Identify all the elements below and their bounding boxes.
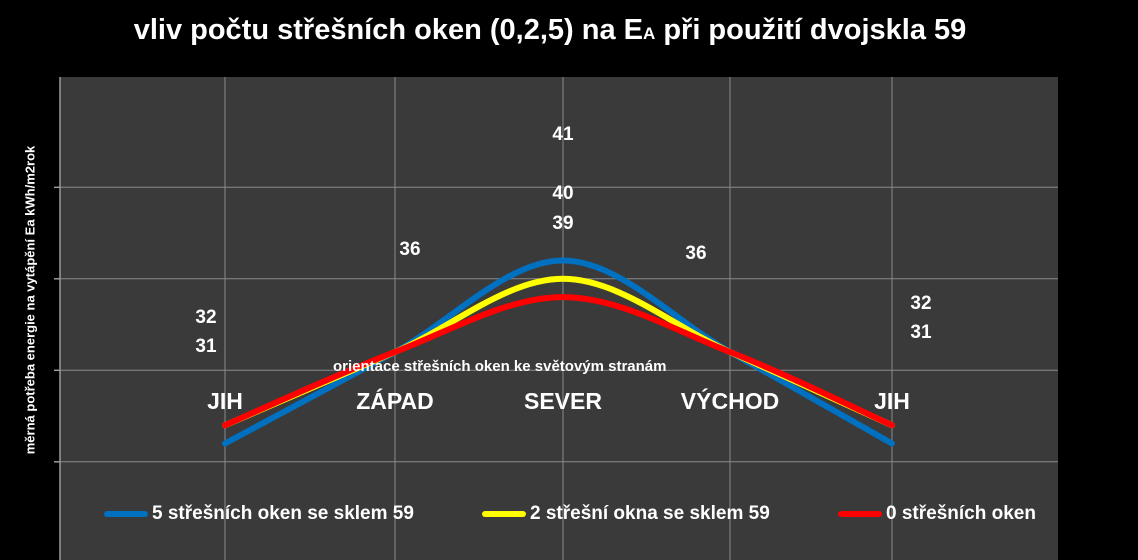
data-label: 40 — [552, 183, 573, 204]
data-label: 32 — [910, 293, 931, 314]
data-label: 36 — [399, 239, 420, 260]
legend-label-2-windows: 2 střešní okna se sklem 59 — [530, 503, 770, 524]
x-axis-label: orientace střešních oken ke světovým str… — [333, 358, 667, 375]
legend-swatch-0-windows — [838, 511, 882, 517]
series-line-0 — [222, 257, 895, 447]
chart-title: vliv počtu střešních oken (0,2,5) na EA … — [133, 14, 967, 46]
legend-item-5-windows: 5 střešních oken se sklem 59 — [104, 502, 414, 526]
data-label: 32 — [195, 307, 216, 328]
legend-swatch-2-windows — [482, 511, 526, 517]
data-label: 31 — [910, 322, 932, 343]
legend-label-5-windows: 5 střešních oken se sklem 59 — [152, 503, 414, 524]
data-label: 36 — [685, 243, 706, 264]
series-line-2 — [222, 294, 895, 429]
x-tick-label: JIH — [207, 388, 243, 414]
legend-item-0-windows: 0 střešních oken — [838, 502, 1036, 526]
data-label: 41 — [552, 124, 574, 145]
legend-label-0-windows: 0 střešních oken — [886, 503, 1036, 524]
data-label: 39 — [552, 213, 573, 234]
data-label: 31 — [195, 336, 217, 357]
x-tick-label: SEVER — [524, 388, 602, 414]
legend-swatch-5-windows — [104, 511, 148, 517]
x-tick-label: VÝCHOD — [681, 387, 779, 414]
x-tick-label: JIH — [874, 388, 910, 414]
legend-item-2-windows: 2 střešní okna se sklem 59 — [482, 502, 770, 526]
x-tick-label: ZÁPAD — [356, 387, 434, 414]
